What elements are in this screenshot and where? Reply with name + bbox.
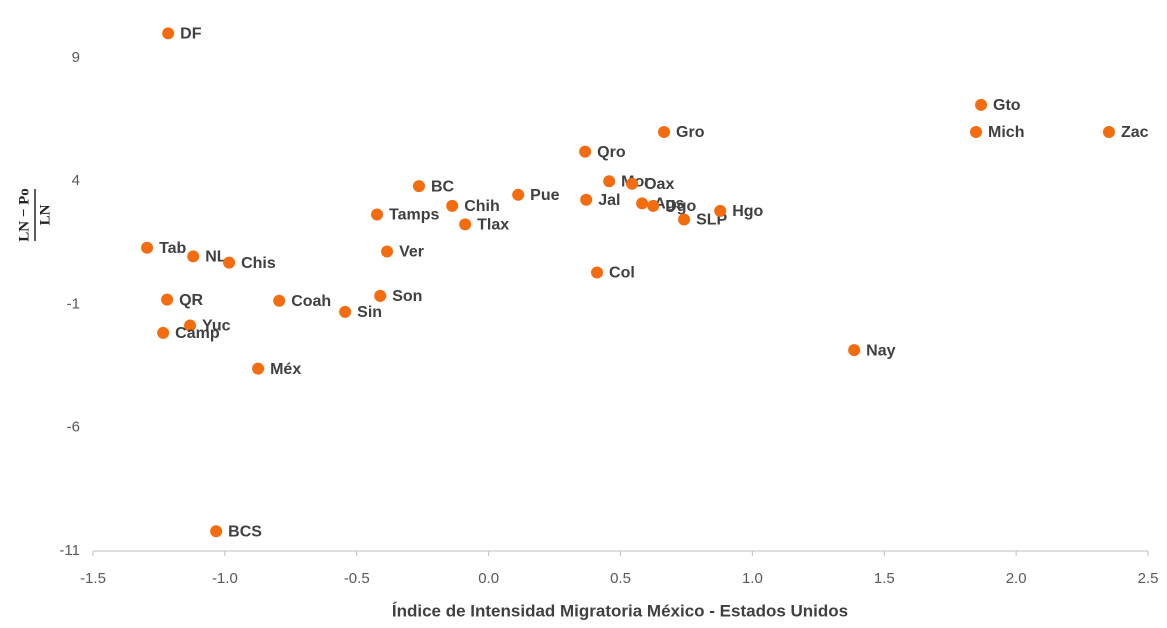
- x-tick-label: -0.5: [344, 570, 370, 587]
- point-label: Coah: [291, 293, 331, 310]
- point-label: QR: [179, 292, 203, 309]
- x-tick-label: 0.5: [610, 570, 631, 587]
- point-label: Nay: [866, 342, 895, 359]
- point-label: DF: [180, 26, 202, 43]
- x-tick-label: -1.5: [80, 570, 106, 587]
- x-tick-label: 2.5: [1138, 570, 1159, 587]
- point: [678, 213, 691, 226]
- point: [161, 293, 174, 306]
- point-label: Col: [609, 265, 635, 282]
- point-label: Tamps: [389, 207, 439, 224]
- point-label: Chis: [241, 255, 276, 272]
- point-label: Tlax: [477, 217, 509, 234]
- point: [184, 319, 197, 332]
- point-label: Oax: [644, 176, 674, 193]
- y-axis-title: LN − Po LN: [16, 188, 53, 242]
- point-label: Qro: [597, 144, 626, 161]
- point-label: Ver: [399, 244, 424, 261]
- point-label: BCS: [228, 523, 262, 540]
- point-label: Jal: [598, 192, 620, 209]
- x-tick-label: 2.0: [1006, 570, 1027, 587]
- point: [223, 256, 236, 269]
- point-label: Sin: [357, 304, 382, 321]
- point-label: Hgo: [732, 203, 763, 220]
- point: [970, 125, 983, 138]
- point: [579, 145, 592, 158]
- point: [371, 208, 384, 221]
- y-title-numerator: LN − Po: [16, 188, 32, 242]
- point: [975, 98, 988, 111]
- x-tick-label: 1.5: [874, 570, 895, 587]
- point: [157, 326, 170, 339]
- point: [210, 525, 223, 538]
- point-label: NL: [205, 249, 227, 266]
- point: [141, 241, 154, 254]
- x-tick-label: 0.0: [478, 570, 499, 587]
- y-title-denominator: LN: [37, 204, 53, 225]
- point: [591, 266, 604, 279]
- point-label: BC: [431, 178, 455, 195]
- point: [580, 193, 593, 206]
- point: [252, 362, 265, 375]
- point-label: Yuc: [202, 318, 231, 335]
- y-tick-label: 4: [72, 172, 80, 189]
- point: [162, 27, 175, 40]
- point-label: Chih: [464, 198, 500, 215]
- point: [412, 180, 425, 193]
- point: [636, 197, 649, 210]
- point: [374, 289, 387, 302]
- y-tick-label: -6: [67, 419, 80, 436]
- point-label: Zac: [1121, 124, 1149, 141]
- point: [339, 305, 352, 318]
- point-label: Mich: [988, 124, 1024, 141]
- point-label: Méx: [270, 361, 301, 378]
- point-label: Gto: [993, 97, 1021, 114]
- point: [512, 188, 525, 201]
- point: [459, 218, 472, 231]
- x-tick-label: -1.0: [212, 570, 238, 587]
- y-tick-label: -11: [59, 542, 80, 559]
- point: [603, 175, 616, 188]
- x-axis-title: Índice de Intensidad Migratoria México -…: [392, 601, 848, 620]
- point-label: Camp: [175, 325, 220, 342]
- point: [187, 250, 200, 263]
- point: [1102, 125, 1115, 138]
- point: [446, 199, 459, 212]
- point-label: Gro: [676, 124, 705, 141]
- point: [626, 177, 639, 190]
- point: [381, 245, 394, 258]
- point: [647, 199, 660, 212]
- point-label: Dgo: [665, 198, 696, 215]
- point: [273, 294, 286, 307]
- point-label: Son: [392, 288, 422, 305]
- point-label: Ags: [654, 196, 684, 213]
- x-tick-label: 1.0: [742, 570, 763, 587]
- y-tick-label: 9: [72, 49, 80, 66]
- point-label: Tab: [159, 240, 186, 257]
- point: [658, 125, 671, 138]
- point: [848, 344, 861, 357]
- point-label: Pue: [530, 187, 559, 204]
- point: [714, 204, 727, 217]
- y-tick-label: -1: [67, 295, 80, 312]
